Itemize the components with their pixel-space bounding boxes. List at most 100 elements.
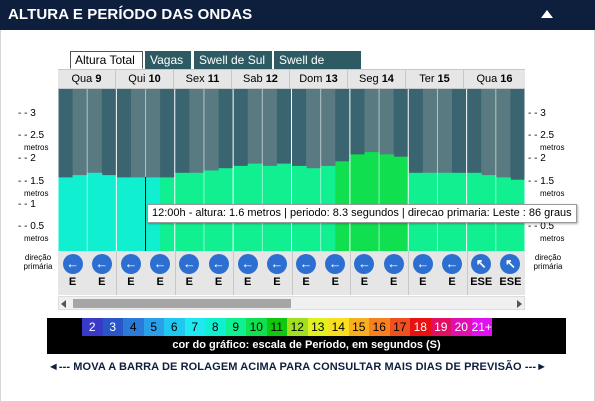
tab-swell-de-norte[interactable]: Swell de Norte — [274, 51, 361, 83]
y-tick-label-right: - - 0.5 — [528, 221, 555, 232]
day-label: Sex 11 — [174, 70, 232, 89]
legend-period-cell: 18 — [410, 318, 431, 336]
horizontal-scrollbar[interactable] — [58, 296, 525, 310]
y-unit-label: metros — [24, 143, 49, 152]
direction-cell: ↖ ESE — [467, 251, 496, 295]
direction-arrow-icon: ← — [179, 254, 200, 274]
direction-cell: ← E — [408, 251, 437, 295]
direction-separator — [408, 251, 410, 295]
direction-separator — [466, 251, 468, 295]
y-unit-label-right: metros — [540, 189, 565, 198]
legend-period-cell: 5 — [143, 318, 164, 336]
scroll-right-arrow-icon[interactable] — [517, 300, 522, 308]
direction-cell: ← E — [292, 251, 321, 295]
direction-label: E — [98, 276, 106, 288]
wave-bar — [87, 172, 103, 251]
day-label: Qui 10 — [116, 70, 174, 89]
direction-cell: ← E — [379, 251, 408, 295]
direction-arrow-icon: ← — [120, 254, 141, 274]
y-unit-label: metros — [24, 189, 49, 198]
direction-arrow-icon: ↖ — [500, 254, 521, 274]
day-label: Qua 16 — [476, 73, 513, 85]
direction-separator — [291, 251, 293, 295]
scroll-hint: ◄--- MOVA A BARRA DE ROLAGEM ACIMA PARA … — [47, 361, 548, 373]
y-tick-label: - - 0.5 — [18, 221, 45, 232]
legend-period-cell: 2 — [82, 318, 103, 336]
day-header: Qua 9 Qui 10 Sex 11 Sab 12 Dom 13 Seg 14… — [58, 69, 525, 89]
tab-altura-total[interactable]: Altura Total — [70, 51, 143, 69]
direction-cell: ← E — [146, 251, 175, 295]
direction-arrow-icon: ← — [354, 254, 375, 274]
y-tick-label: - - 2 — [18, 153, 36, 164]
legend-period-cell: 16 — [369, 318, 390, 336]
wave-bar — [58, 177, 74, 251]
direction-label: E — [419, 276, 427, 288]
direction-separator — [116, 251, 118, 295]
direction-label: E — [214, 276, 223, 288]
wave-bar — [379, 154, 395, 251]
wave-bar — [116, 177, 132, 251]
direction-cell: ← E — [204, 251, 233, 295]
y-tick-label: - - 2.5 — [18, 130, 45, 141]
wave-height-chart — [0, 89, 595, 251]
day-label: Seg 14 — [348, 70, 406, 89]
legend-period-cell: 10 — [246, 318, 267, 336]
legend-period-cell: 19 — [430, 318, 451, 336]
y-unit-label-right: metros — [540, 143, 565, 152]
direction-label: E — [244, 276, 252, 288]
direction-label: ESE — [470, 276, 493, 288]
direction-arrow-icon: ↖ — [471, 254, 492, 274]
legend-period-cell: 14 — [328, 318, 349, 336]
direction-label: E — [302, 276, 310, 288]
wave-bar — [393, 156, 409, 251]
direction-arrow-icon: ← — [412, 254, 433, 274]
scroll-left-arrow-icon[interactable] — [61, 300, 66, 308]
wave-bar — [364, 152, 380, 251]
direction-cell: ← E — [321, 251, 350, 295]
legend-period-cell: 7 — [184, 318, 205, 336]
direction-arrow-icon: ← — [62, 254, 83, 274]
scroll-thumb[interactable] — [73, 299, 291, 308]
direction-arrow-icon: ← — [383, 254, 404, 274]
legend-period-cell: 3 — [102, 318, 123, 336]
wave-bar — [101, 175, 117, 251]
direction-arrow-icon: ← — [91, 254, 112, 274]
tab-swell-de-sul[interactable]: Swell de Sul — [194, 51, 272, 69]
direction-label: E — [68, 276, 77, 288]
day-label: Sab 12 — [232, 70, 290, 89]
direction-arrow-icon: ← — [325, 254, 346, 274]
y-tick-label-right: - - 3 — [528, 108, 546, 119]
direction-cell: ← E — [175, 251, 204, 295]
direction-label: E — [389, 276, 398, 288]
y-tick-label: - - 1.5 — [18, 176, 45, 187]
collapse-up-icon[interactable] — [541, 10, 553, 18]
y-tick-label-right: - - 2 — [528, 153, 546, 164]
tab-vagas[interactable]: Vagas — [145, 51, 191, 69]
direction-separator — [174, 251, 176, 295]
direction-label: E — [185, 276, 194, 288]
direction-cell: ← E — [350, 251, 379, 295]
direction-arrow-icon: ← — [266, 254, 287, 274]
legend-period-cell: 13 — [307, 318, 328, 336]
legend-period-cell: 15 — [348, 318, 369, 336]
y-unit-label: metros — [24, 234, 49, 243]
y-tick-label: - - 1 — [18, 199, 36, 210]
direction-row: ← E ← E ← E ← E ← E ← E ← E ← E ← E ← E ← E ← E ← E ← E ↖ ESE ↖ ESE — [58, 251, 525, 295]
legend-period-cell: 20 — [451, 318, 472, 336]
legend-period-cell: 6 — [164, 318, 185, 336]
direction-cell: ← E — [87, 251, 116, 295]
direction-arrow-icon: ← — [296, 254, 317, 274]
day-label: Qua 9 — [58, 70, 116, 89]
day-label: Ter 15 — [406, 70, 464, 89]
direction-side-label: direção primária — [23, 253, 53, 271]
wave-bar — [349, 154, 365, 251]
period-legend: 2 3 4 5 6 7 8 9 10 11 12 13 14 15 16 17 18 19 20 21+ cor do… — [47, 318, 566, 354]
legend-period-cell: 17 — [389, 318, 410, 336]
direction-cell: ← E — [437, 251, 466, 295]
direction-cell: ← E — [262, 251, 291, 295]
direction-arrow-icon: ← — [208, 254, 229, 274]
y-unit-label-right: metros — [540, 234, 565, 243]
legend-caption: cor do gráfico: escala de Período, em se… — [172, 339, 441, 351]
direction-arrow-icon: ← — [442, 254, 463, 274]
legend-period-cell: 4 — [123, 318, 144, 336]
